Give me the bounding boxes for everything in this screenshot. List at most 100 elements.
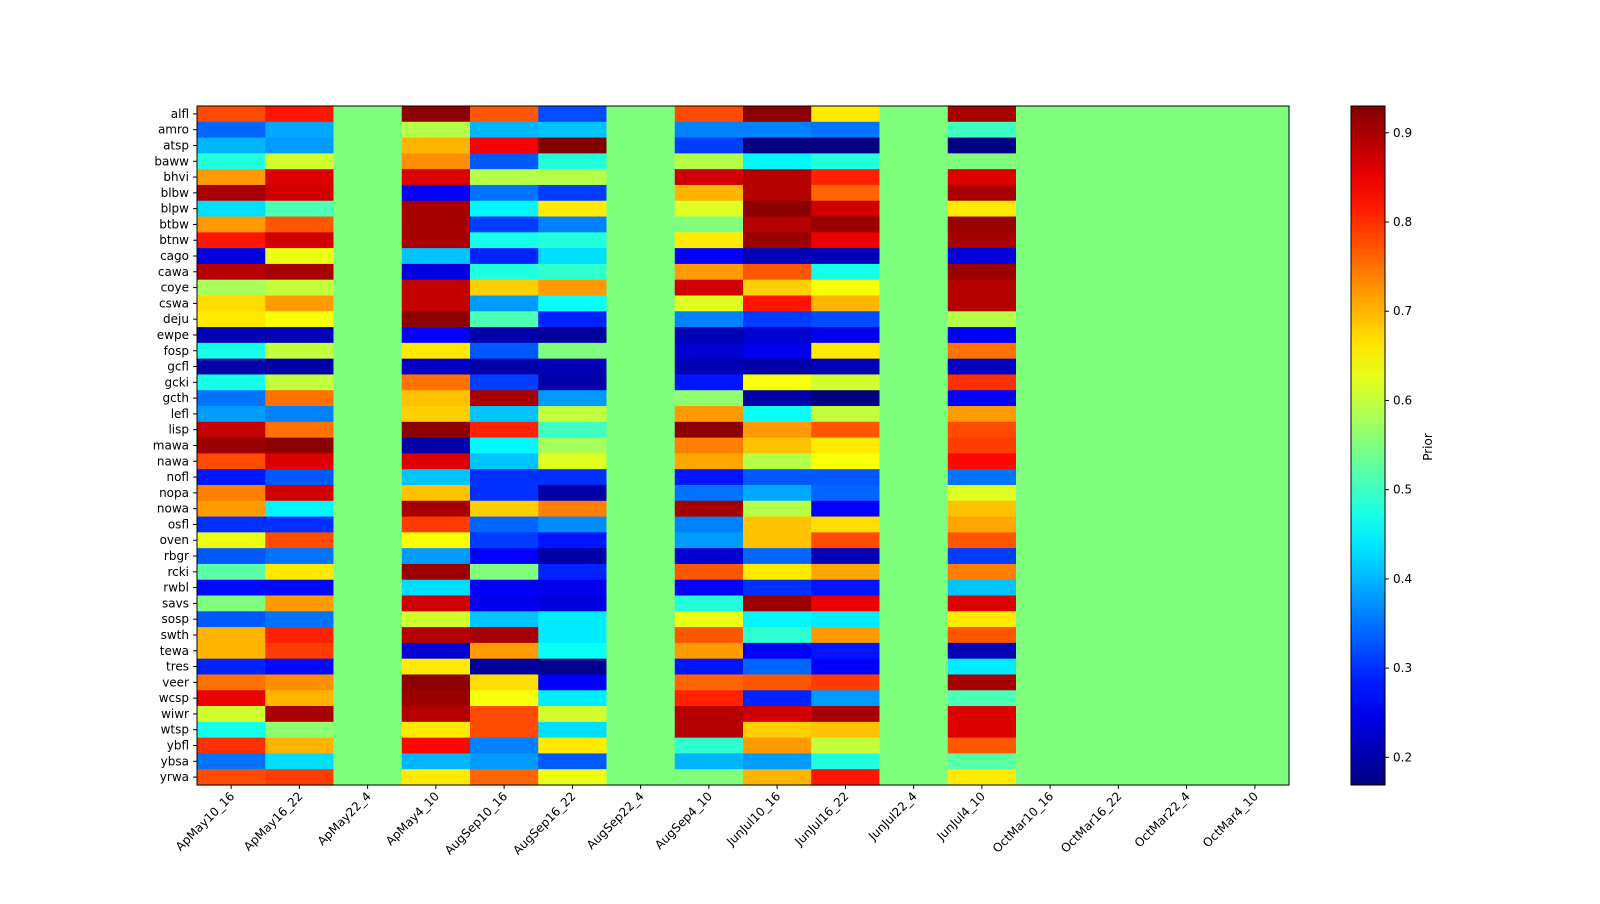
heatmap-cell bbox=[674, 106, 744, 123]
heatmap-cell bbox=[1152, 721, 1222, 739]
heatmap-cell bbox=[1084, 358, 1154, 376]
heatmap-cell bbox=[1220, 769, 1290, 786]
heatmap-cell bbox=[811, 374, 881, 391]
colorbar-tick-label: 0.4 bbox=[1393, 572, 1412, 586]
heatmap-cell bbox=[265, 200, 335, 218]
heatmap-cell bbox=[401, 153, 471, 170]
heatmap-cell bbox=[538, 263, 608, 281]
heatmap-cell bbox=[1152, 295, 1222, 312]
heatmap-cell bbox=[401, 611, 471, 628]
heatmap-cell bbox=[1152, 263, 1222, 281]
heatmap-cell bbox=[1220, 390, 1290, 407]
heatmap-cell bbox=[1084, 642, 1154, 660]
heatmap-cell bbox=[470, 674, 539, 691]
heatmap-cell bbox=[1152, 437, 1222, 454]
heatmap-cell bbox=[1016, 769, 1085, 786]
heatmap-cell bbox=[333, 153, 403, 170]
heatmap-cell bbox=[1016, 595, 1085, 612]
heatmap-cell bbox=[606, 579, 676, 597]
heatmap-cell bbox=[333, 406, 403, 423]
heatmap-cell bbox=[197, 642, 266, 660]
heatmap-cell bbox=[401, 263, 471, 281]
heatmap-cell bbox=[947, 279, 1017, 297]
heatmap-cell bbox=[1084, 658, 1154, 676]
heatmap-cell bbox=[265, 263, 335, 281]
heatmap-cell bbox=[674, 248, 744, 265]
heatmap-cell bbox=[401, 279, 471, 297]
y-tick-label: rbgr bbox=[164, 549, 189, 563]
heatmap-cell bbox=[1084, 200, 1154, 218]
heatmap-cell bbox=[674, 437, 744, 454]
heatmap-cell bbox=[674, 627, 744, 644]
heatmap-cell bbox=[1152, 327, 1222, 344]
heatmap-cell bbox=[197, 121, 266, 139]
heatmap-cell bbox=[606, 674, 676, 691]
heatmap-cell bbox=[1084, 437, 1154, 454]
heatmap-cell bbox=[811, 737, 881, 755]
heatmap-cell bbox=[1084, 674, 1154, 691]
heatmap-cell bbox=[401, 721, 471, 739]
heatmap-cell bbox=[1152, 548, 1222, 565]
heatmap-cell bbox=[1084, 421, 1154, 439]
heatmap-cell bbox=[1016, 516, 1085, 533]
heatmap-cell bbox=[606, 753, 676, 770]
heatmap-cell bbox=[538, 232, 608, 249]
heatmap-cell bbox=[1084, 374, 1154, 391]
heatmap-cell bbox=[879, 358, 949, 376]
heatmap-cell bbox=[1220, 121, 1290, 139]
heatmap-cell bbox=[1152, 374, 1222, 391]
heatmap-cell bbox=[1152, 595, 1222, 612]
heatmap-cell bbox=[811, 169, 881, 186]
heatmap-cell bbox=[947, 500, 1017, 518]
heatmap-cell bbox=[811, 658, 881, 676]
heatmap-cell bbox=[470, 200, 539, 218]
colorbar-tick-label: 0.6 bbox=[1393, 393, 1412, 407]
heatmap-cell bbox=[470, 279, 539, 297]
heatmap-cell bbox=[1084, 121, 1154, 139]
heatmap-cell bbox=[879, 311, 949, 328]
heatmap-cell bbox=[401, 374, 471, 391]
heatmap-cell bbox=[265, 137, 335, 154]
heatmap-cell bbox=[401, 753, 471, 770]
heatmap-cell bbox=[1084, 690, 1154, 707]
y-tick-label: cswa bbox=[159, 296, 189, 310]
heatmap-cell bbox=[470, 706, 539, 723]
heatmap-cell bbox=[1084, 216, 1154, 233]
heatmap-cell bbox=[606, 769, 676, 786]
heatmap-cell bbox=[538, 579, 608, 597]
heatmap-cell bbox=[265, 153, 335, 170]
heatmap-cell bbox=[674, 421, 744, 439]
x-tick-label: ApMay16_22 bbox=[241, 789, 305, 853]
heatmap-cell bbox=[538, 706, 608, 723]
heatmap-cell bbox=[470, 690, 539, 707]
heatmap-cell bbox=[265, 611, 335, 628]
heatmap-cell bbox=[265, 453, 335, 470]
heatmap-cell bbox=[1084, 721, 1154, 739]
heatmap-cell bbox=[265, 295, 335, 312]
heatmap-cell bbox=[1152, 121, 1222, 139]
heatmap-cell bbox=[879, 295, 949, 312]
heatmap-cell bbox=[1220, 421, 1290, 439]
heatmap-cell bbox=[947, 690, 1017, 707]
y-tick-label: gcki bbox=[165, 375, 190, 389]
x-tick-label: AugSep4_10 bbox=[652, 789, 715, 852]
heatmap-cell bbox=[811, 137, 881, 154]
y-tick-label: atsp bbox=[163, 138, 189, 152]
heatmap-cell bbox=[743, 595, 812, 612]
heatmap-cell bbox=[1152, 627, 1222, 644]
heatmap-cell bbox=[879, 121, 949, 139]
heatmap-cell bbox=[1084, 579, 1154, 597]
heatmap-cell bbox=[538, 611, 608, 628]
heatmap-cell bbox=[197, 532, 266, 549]
heatmap-cell bbox=[265, 169, 335, 186]
heatmap-cell bbox=[333, 469, 403, 486]
y-tick-label: rcki bbox=[167, 565, 189, 579]
heatmap-cell bbox=[811, 611, 881, 628]
heatmap-cell bbox=[1084, 153, 1154, 170]
heatmap-cell bbox=[674, 500, 744, 518]
heatmap-cell bbox=[197, 627, 266, 644]
heatmap-cell bbox=[606, 627, 676, 644]
heatmap-cell bbox=[333, 658, 403, 676]
heatmap-cell bbox=[1016, 627, 1085, 644]
heatmap-cell bbox=[743, 263, 812, 281]
